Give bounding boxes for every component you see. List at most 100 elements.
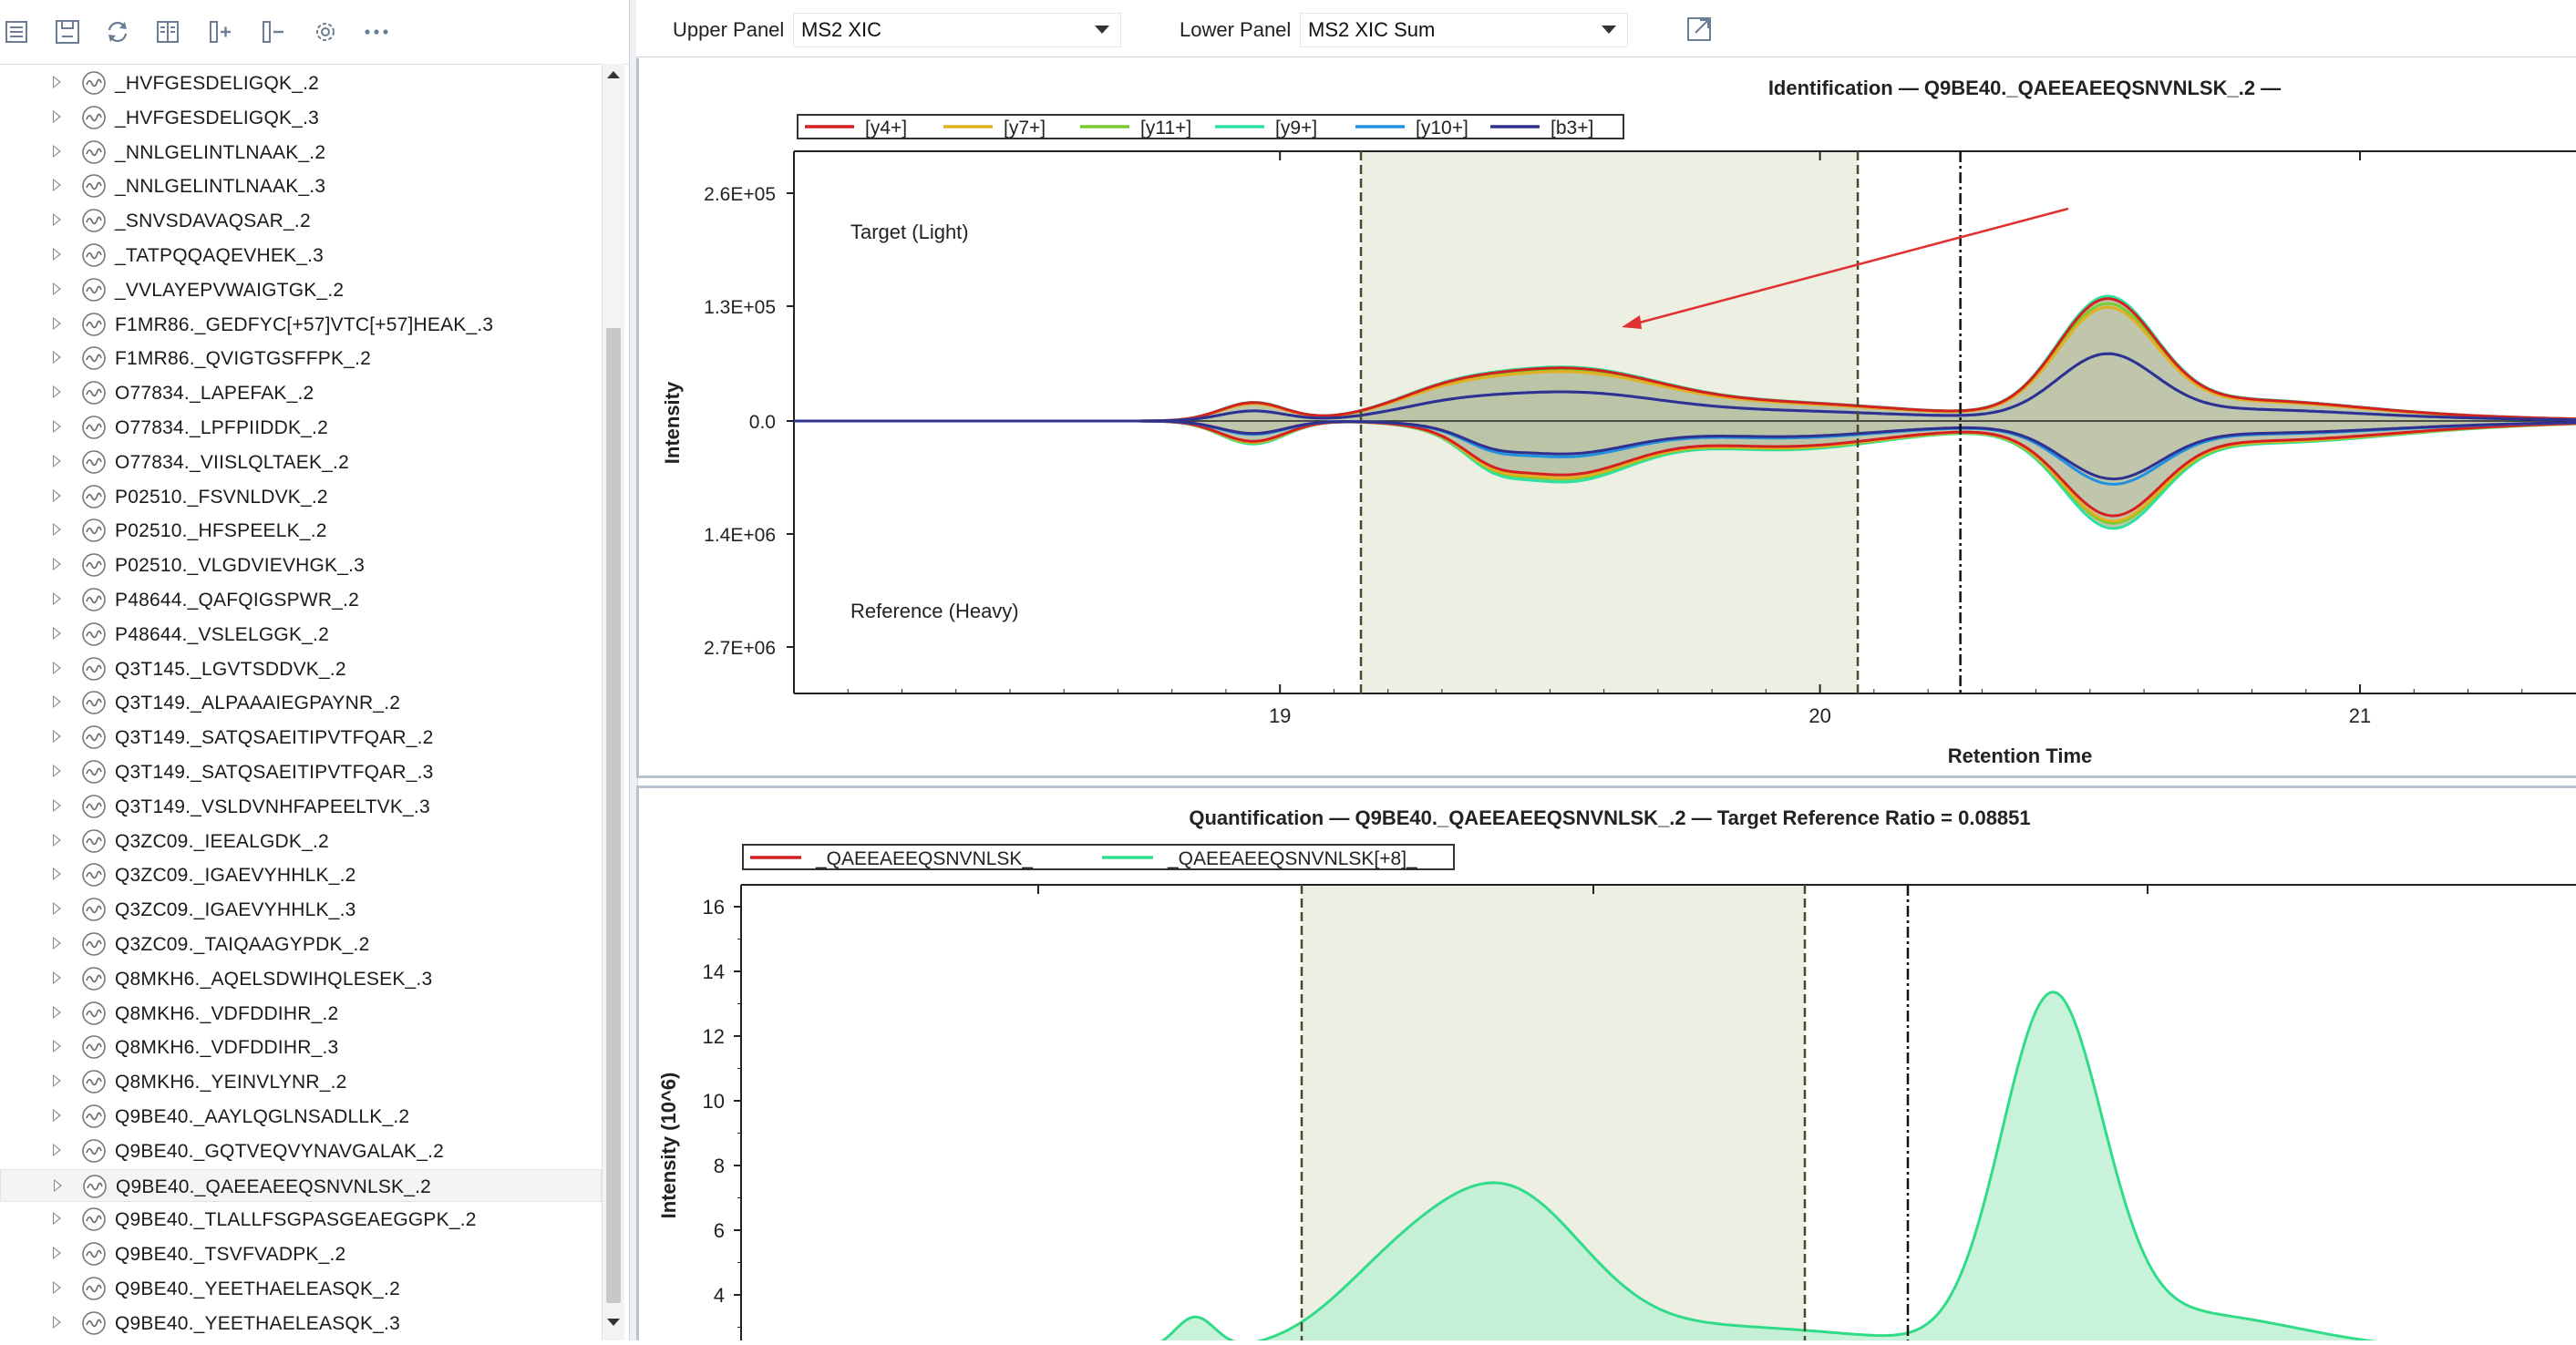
tree-item[interactable]: Q9BE40._TSVFVADPK_.2 [0,1237,602,1270]
tree-item[interactable]: Q3T145._LGVTSDDVK_.2 [0,652,602,685]
scrollbar-thumb[interactable] [606,328,621,1303]
tree-item[interactable]: Q8MKH6._YEINVLYNR_.2 [0,1065,602,1098]
more-icon[interactable] [359,15,394,49]
tree-item[interactable]: Q8MKH6._VDFDDIHR_.3 [0,1031,602,1063]
expand-arrow-icon[interactable] [53,213,61,227]
add-column-icon[interactable] [202,15,237,49]
scroll-down-icon[interactable] [607,1319,620,1326]
tree-item[interactable]: Q3ZC09._IEEALGDK_.2 [0,825,602,857]
expand-arrow-icon[interactable] [53,523,61,537]
tree-item[interactable]: _NNLGELINTLNAAK_.2 [0,136,602,169]
tree-item[interactable]: O77834._VIISLQLTAEK_.2 [0,446,602,478]
tree-item[interactable]: Q8MKH6._VDFDDIHR_.2 [0,997,602,1030]
tree-item[interactable]: Q9BE40._QAEEAEEQSNVNLSK_.2 [0,1168,602,1202]
tree-item[interactable]: Q9BE40._YEETHAELEASQK_.3 [0,1307,602,1340]
gear-icon[interactable] [308,15,343,49]
expand-arrow-icon[interactable] [53,282,61,295]
expand-arrow-icon[interactable] [54,1178,62,1192]
list-icon[interactable] [0,15,35,49]
tree-item[interactable]: O77834._LAPEFAK_.2 [0,376,602,409]
expand-arrow-icon[interactable] [53,798,61,812]
expand-arrow-icon[interactable] [53,1212,61,1226]
expand-arrow-icon[interactable] [53,1315,61,1329]
tree-item[interactable]: Q3T149._VSLDVNHFAPEELTVK_.3 [0,790,602,823]
remove-column-icon[interactable] [255,15,290,49]
tree-item[interactable]: F1MR86._GEDFYC[+57]VTC[+57]HEAK_.3 [0,308,602,341]
expand-arrow-icon[interactable] [53,488,61,502]
tree-item[interactable]: P02510._FSVNLDVK_.2 [0,480,602,513]
expand-arrow-icon[interactable] [53,1040,61,1053]
expand-arrow-icon[interactable] [53,661,61,674]
expand-arrow-icon[interactable] [53,592,61,605]
expand-arrow-icon[interactable] [53,1281,61,1294]
chromatogram-icon [80,793,108,820]
expand-arrow-icon[interactable] [53,144,61,158]
expand-arrow-icon[interactable] [53,902,61,916]
y-tick-label: 4 [714,1284,725,1307]
chromatogram-icon [80,344,108,372]
tree-item[interactable]: _NNLGELINTLNAAK_.3 [0,169,602,202]
quantification-chart: Quantification — Q9BE40._QAEEAEEQSNVNLSK… [657,806,2576,1345]
expand-arrow-icon[interactable] [53,179,61,192]
expand-arrow-icon[interactable] [53,868,61,881]
tree-item[interactable]: O77834._LPFPIIDDK_.2 [0,411,602,444]
expand-arrow-icon[interactable] [53,558,61,571]
tree-item[interactable]: P48644._QAFQIGSPWR_.2 [0,583,602,616]
tree-item[interactable]: Q9BE40._AAYLQGLNSADLLK_.2 [0,1100,602,1133]
expand-arrow-icon[interactable] [53,765,61,777]
tree-item[interactable]: Q3ZC09._IGAEVYHHLK_.3 [0,893,602,926]
tree-item[interactable]: _HVFGESDELIGQK_.2 [0,67,602,99]
expand-arrow-icon[interactable] [53,730,61,744]
y-tick-label: 1.4E+06 [704,525,776,546]
chromatogram-icon [80,896,108,923]
expand-arrow-icon[interactable] [53,316,61,330]
tree-item[interactable]: Q9BE40._TLALLFSGPASGEAEGGPK_.2 [0,1203,602,1236]
tree-item[interactable]: Q8MKH6._AQELSDWIHQLESEK_.3 [0,962,602,995]
expand-arrow-icon[interactable] [53,695,61,709]
columns-icon[interactable] [150,15,185,49]
tree-item[interactable]: Q3T149._ALPAAAIEGPAYNR_.2 [0,686,602,719]
tree-item[interactable]: Q3ZC09._IGAEVYHHLK_.2 [0,858,602,891]
expand-arrow-icon[interactable] [53,970,61,984]
tree-item[interactable]: Q3ZC09._TAIQAAGYPDK_.2 [0,928,602,960]
refresh-icon[interactable] [100,15,135,49]
expand-arrow-icon[interactable] [53,1005,61,1019]
tree-item[interactable]: P48644._VSLELGGK_.2 [0,618,602,651]
tree-item[interactable]: _HVFGESDELIGQK_.3 [0,101,602,134]
expand-arrow-icon[interactable] [53,454,61,467]
tree-scrollbar[interactable] [602,64,624,1340]
tree-item[interactable]: P02510._HFSPEELK_.2 [0,514,602,547]
tree-item[interactable]: _TATPQQAQEVHEK_.3 [0,239,602,272]
tree-item[interactable]: Q9BE40._YEETHAELEASQK_.2 [0,1272,602,1305]
chromatogram-icon [80,965,108,992]
expand-arrow-icon[interactable] [53,1143,61,1156]
expand-arrow-icon[interactable] [53,420,61,433]
tree-item[interactable]: Q3T149._SATQSAEITIPVTFQAR_.3 [0,755,602,788]
expand-arrow-icon[interactable] [53,833,61,847]
expand-arrow-icon[interactable] [53,385,61,399]
expand-arrow-icon[interactable] [53,76,61,88]
tree-item-label: O77834._LAPEFAK_.2 [115,383,314,405]
expand-arrow-icon[interactable] [53,248,61,261]
tree-item[interactable]: Q9BE40._GQTVEQVYNAVGALAK_.2 [0,1135,602,1167]
tree-item[interactable]: F1MR86._QVIGTGSFFPK_.2 [0,342,602,375]
expand-arrow-icon[interactable] [53,1109,61,1122]
tree-item[interactable]: _VVLAYEPVWAIGTGK_.2 [0,273,602,306]
tree-item[interactable]: P02510._VLGDVIEVHGK_.3 [0,549,602,581]
expand-arrow-icon[interactable] [53,1247,61,1260]
save-icon[interactable] [50,15,85,49]
expand-arrow-icon[interactable] [53,1074,61,1088]
expand-arrow-icon[interactable] [53,626,61,640]
pop-out-icon[interactable] [1685,13,1716,44]
upper-panel-select[interactable]: MS2 XIC [793,13,1121,47]
expand-arrow-icon[interactable] [53,351,61,364]
tree-item[interactable]: Q3T149._SATQSAEITIPVTFQAR_.2 [0,721,602,754]
chromatogram-icon [80,276,108,303]
lower-panel-select[interactable]: MS2 XIC Sum [1300,13,1628,47]
expand-arrow-icon[interactable] [53,109,61,123]
series-line-heavy [1077,991,2575,1345]
x-axis-label: Retention Time [1948,744,2093,767]
expand-arrow-icon[interactable] [53,937,61,950]
tree-item[interactable]: _SNVSDAVAQSAR_.2 [0,204,602,237]
scroll-up-icon[interactable] [607,71,620,78]
